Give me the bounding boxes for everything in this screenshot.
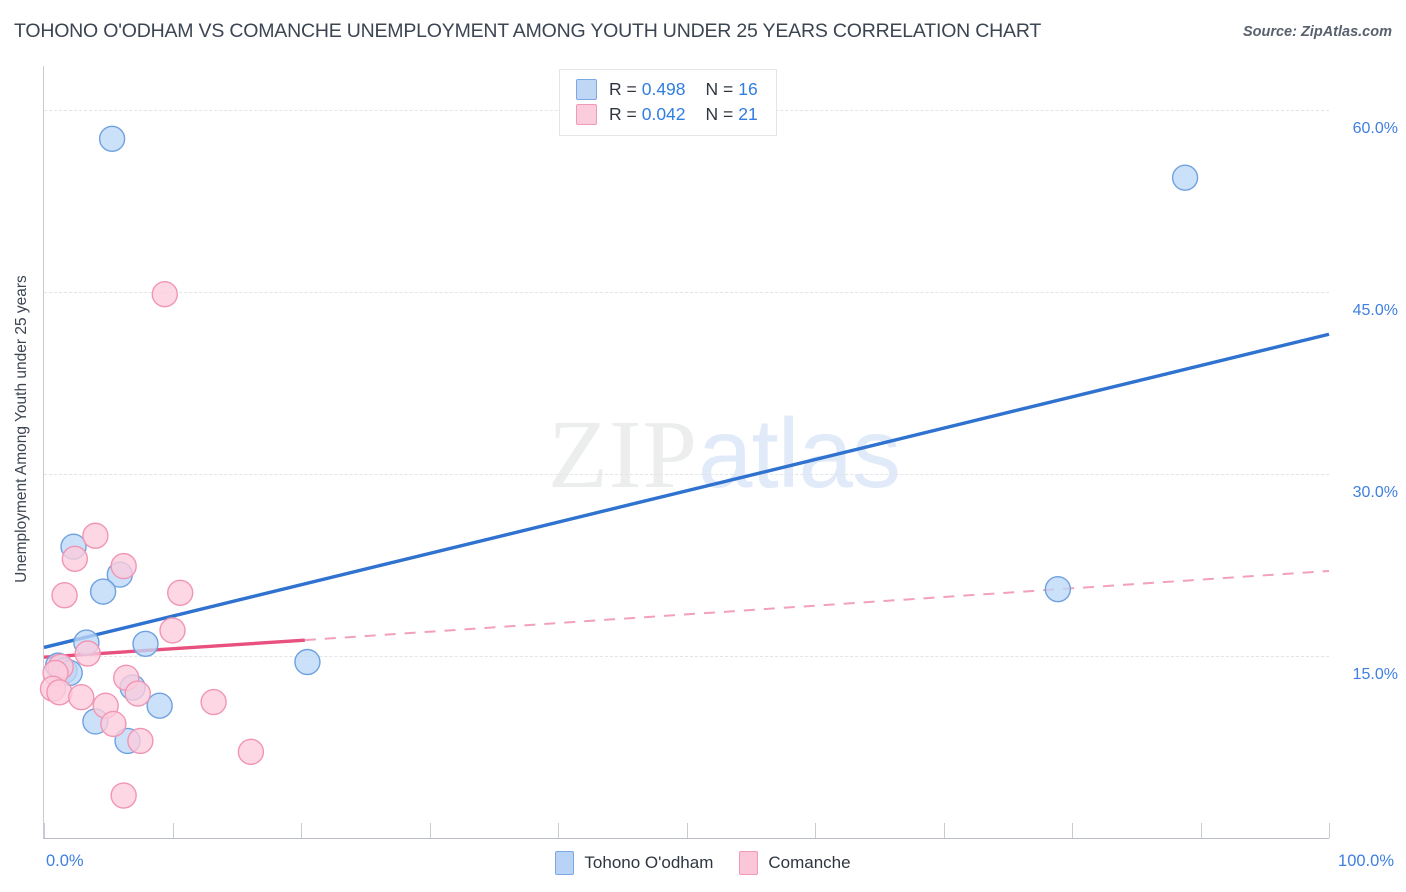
data-point[interactable] xyxy=(98,125,126,153)
series-legend-item-tohono[interactable]: Tohono O'odham xyxy=(555,851,713,875)
gridline xyxy=(44,291,1329,293)
x-axis-tick xyxy=(686,823,688,838)
trendline xyxy=(43,332,1330,650)
x-axis-tick xyxy=(815,823,816,838)
data-point[interactable] xyxy=(46,679,73,706)
series-legend: Tohono O'odham Comanche xyxy=(0,851,1406,875)
n-value-tohono: 16 xyxy=(738,79,758,99)
x-axis-min-label: 0.0% xyxy=(46,852,84,870)
y-axis-tick-label: 45.0% xyxy=(1352,301,1398,319)
legend-swatch-comanche xyxy=(576,104,597,125)
data-point[interactable] xyxy=(124,680,152,707)
data-point[interactable] xyxy=(159,617,186,644)
r-value-comanche: 0.042 xyxy=(641,104,686,124)
series-legend-item-comanche[interactable]: Comanche xyxy=(739,851,851,875)
trendline xyxy=(304,569,1330,642)
source-attribution: Source: ZipAtlas.com xyxy=(1242,24,1392,40)
data-point[interactable] xyxy=(61,545,89,573)
series-swatch-tohono xyxy=(555,851,575,875)
r-label-comanche: R = xyxy=(609,104,637,124)
x-axis-tick xyxy=(1200,823,1202,838)
series-label-tohono: Tohono O'odham xyxy=(584,853,714,872)
x-axis-tick xyxy=(172,823,174,838)
y-axis-line xyxy=(43,66,44,839)
data-point[interactable] xyxy=(167,579,194,607)
gridline xyxy=(44,473,1329,475)
data-point[interactable] xyxy=(68,683,95,711)
x-axis-max-label: 100.0% xyxy=(1338,852,1394,870)
y-axis-tick-label: 60.0% xyxy=(1352,119,1398,137)
data-point[interactable] xyxy=(110,552,137,580)
x-axis-line xyxy=(43,838,1329,839)
y-axis-tick-label: 15.0% xyxy=(1352,665,1398,683)
x-axis-tick xyxy=(943,823,945,838)
x-axis-tick xyxy=(558,823,559,838)
y-axis-tick-label: 30.0% xyxy=(1352,483,1398,501)
x-axis-tick xyxy=(301,823,302,838)
stat-row-comanche: R = 0.042 N = 21 xyxy=(576,102,758,127)
x-axis-tick xyxy=(1072,823,1073,838)
data-point[interactable] xyxy=(151,281,178,308)
gridline xyxy=(44,655,1329,657)
trendlines-group xyxy=(43,332,1330,659)
stat-row-tohono: R = 0.498 N = 16 xyxy=(576,77,758,102)
data-point[interactable] xyxy=(1044,575,1072,603)
data-point[interactable] xyxy=(294,648,321,676)
series-label-comanche: Comanche xyxy=(768,853,851,872)
x-axis-tick xyxy=(44,823,45,838)
data-point[interactable] xyxy=(1171,164,1199,191)
series-swatch-comanche xyxy=(739,851,759,875)
correlation-stats-legend: R = 0.498 N = 16 R = 0.042 N = 21 xyxy=(559,69,777,136)
data-point[interactable] xyxy=(110,782,137,809)
data-point[interactable] xyxy=(89,578,117,605)
data-point[interactable] xyxy=(146,692,173,719)
data-point[interactable] xyxy=(82,522,109,549)
legend-swatch-tohono xyxy=(576,79,597,100)
page-title: TOHONO O'ODHAM VS COMANCHE UNEMPLOYMENT … xyxy=(14,20,1042,42)
r-value-tohono: 0.498 xyxy=(641,79,686,99)
data-point[interactable] xyxy=(51,582,78,609)
data-point[interactable] xyxy=(100,710,127,738)
x-axis-tick xyxy=(429,823,431,838)
data-point[interactable] xyxy=(132,630,159,657)
r-label-tohono: R = xyxy=(609,79,637,99)
data-point[interactable] xyxy=(200,688,227,716)
n-label-tohono: N = xyxy=(705,79,734,99)
data-point[interactable] xyxy=(127,727,154,755)
x-axis-tick xyxy=(1329,823,1330,838)
data-points-group xyxy=(39,125,1199,809)
data-point[interactable] xyxy=(74,640,101,667)
n-value-comanche: 21 xyxy=(738,104,758,124)
data-point[interactable] xyxy=(237,738,265,766)
n-label-comanche: N = xyxy=(705,104,734,124)
